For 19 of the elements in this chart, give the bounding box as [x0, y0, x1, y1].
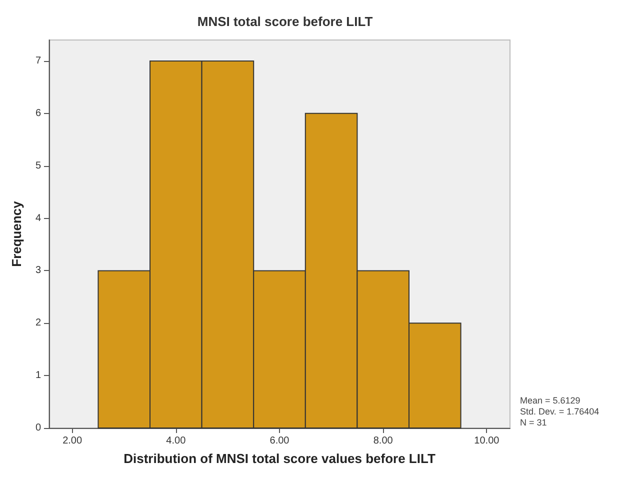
y-tick-label: 7 — [35, 55, 42, 66]
x-tick-label: 8.00 — [373, 436, 394, 446]
text: Std. Dev. = 1.76404 — [520, 406, 600, 416]
x-tick-label: 10.00 — [474, 436, 500, 446]
y-tick-label: 6 — [35, 108, 42, 119]
y-tick-label: 0 — [35, 422, 42, 434]
y-tick-label: 1 — [35, 370, 42, 382]
y-tick-label: 2 — [35, 318, 42, 329]
x-axis-title: Distribution of MNSI total score values before LILT — [124, 451, 436, 466]
x-tick-label: 4.00 — [166, 436, 186, 446]
chart-title: MNSI total score before LILT — [197, 14, 373, 29]
y-tick-label: 5 — [35, 160, 42, 172]
y-tick-label: 3 — [35, 265, 42, 276]
y-tick-label: 4 — [35, 212, 42, 224]
x-tick-label: 6.00 — [270, 436, 290, 446]
y-axis-title: Frequency — [9, 200, 24, 267]
text: Mean = 5.6129 — [520, 396, 580, 406]
text: N = 31 — [520, 418, 547, 428]
x-tick-label: 2.00 — [62, 436, 82, 446]
